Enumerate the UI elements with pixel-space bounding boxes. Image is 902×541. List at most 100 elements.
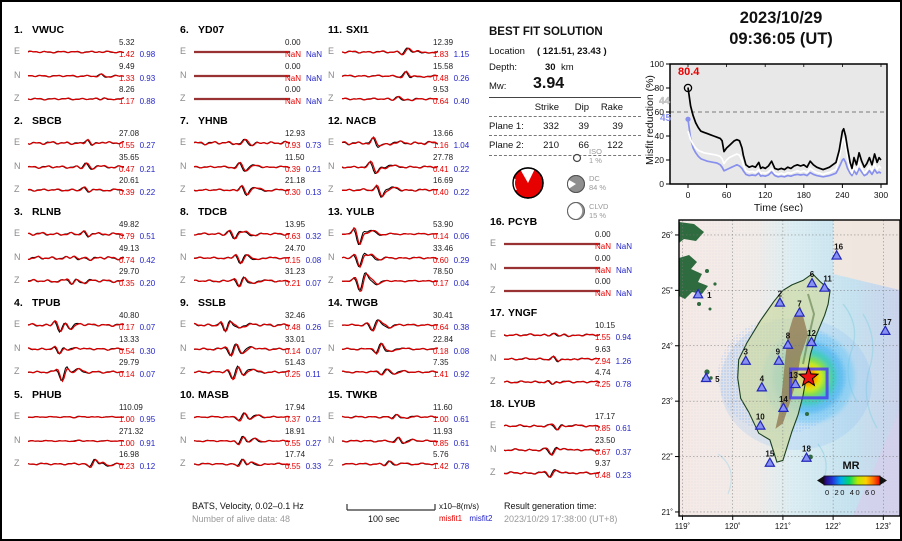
map-station-16: 16: [831, 242, 844, 260]
amplitude-value: 32.46: [285, 311, 306, 320]
channel-row-E: E 32.46 0.48 0.26: [178, 311, 342, 336]
station-number: 13.: [328, 206, 343, 218]
colorbar-label: MR: [842, 460, 859, 472]
station-block-PCYB: 16. PCYB E 0.00 NaN NaN N 0.00 NaN NaN Z 0.00 NaN NaN: [488, 216, 652, 306]
svg-text:11: 11: [823, 275, 832, 284]
svg-text:122˚: 122˚: [825, 522, 841, 531]
channel-values: 49.82 0.79 0.51: [119, 220, 176, 241]
channel-values: 17.94 0.37 0.21: [285, 403, 342, 424]
misfit1-value: NaN: [285, 97, 302, 106]
col-strike: Strike: [534, 102, 559, 113]
map-station-12: 12: [805, 329, 818, 347]
amplitude-value: 13.66: [433, 129, 454, 138]
channel-values: 49.13 0.74 0.42: [119, 244, 176, 265]
misfit1-value: 0.74: [119, 256, 135, 265]
station-title: 1. VWUC: [14, 24, 64, 36]
waveform-trace: [342, 184, 438, 199]
channel-values: 32.46 0.48 0.26: [285, 311, 342, 332]
svg-text:119˚: 119˚: [675, 522, 691, 531]
waveform-trace: [194, 138, 290, 147]
map-station-18: 18: [800, 445, 813, 462]
misfit1-value: 0.79: [119, 232, 135, 241]
amplitude-value: 16.98: [119, 450, 140, 459]
svg-text:22˚: 22˚: [661, 453, 673, 462]
channel-row-N: N 33.01 0.14 0.07: [178, 335, 342, 360]
channel-label: Z: [14, 458, 20, 468]
waveform-trace: [28, 255, 124, 262]
misfit1-value: 1.00: [433, 415, 449, 424]
plane1-dip: 39: [578, 121, 589, 132]
result-time-value: 2023/10/29 17:38:00 (UT+8): [504, 514, 618, 524]
channel-row-Z: Z 9.37 0.48 0.23: [488, 459, 652, 484]
channel-values: 13.33 0.54 0.30: [119, 335, 176, 356]
station-title: 15. TWKB: [328, 389, 378, 401]
event-time: 09:36:05 (UT): [729, 30, 833, 48]
waveform-trace: [342, 160, 438, 175]
misfit1-value: 2.94: [595, 357, 611, 366]
misfit2-value: 1.26: [615, 357, 632, 366]
misfit1-value: NaN: [595, 289, 612, 298]
channel-row-N: N 9.49 1.33 0.93: [12, 62, 176, 87]
channel-label: E: [490, 329, 497, 339]
amplitude-value: 15.58: [433, 62, 454, 71]
svg-text:12: 12: [807, 329, 816, 338]
waveform-trace: [504, 289, 600, 293]
misfit2-value: 0.37: [615, 448, 632, 457]
svg-text:6: 6: [810, 270, 815, 279]
channel-label: Z: [328, 366, 334, 376]
channel-values: 10.15 1.55 0.94: [595, 321, 652, 342]
svg-text:20: 20: [655, 155, 665, 165]
divider: [489, 97, 641, 98]
waveform-trace: [342, 272, 438, 292]
channel-label: Z: [180, 184, 186, 194]
amplitude-value: 0.00: [595, 277, 611, 286]
misfit1-value: 0.55: [119, 141, 135, 150]
station-number: 9.: [180, 297, 189, 309]
channel-values: 40.80 0.17 0.07: [119, 311, 176, 332]
channel-values: 51.43 0.25 0.11: [285, 358, 342, 379]
channel-row-E: E 17.94 0.37 0.21: [178, 403, 342, 428]
misfit1-value: NaN: [285, 50, 302, 59]
map-canvas: [679, 220, 900, 516]
channel-values: 11.50 0.39 0.21: [285, 153, 342, 174]
station-title: 17. YNGF: [490, 307, 537, 319]
channel-values: 0.00 NaN NaN: [595, 254, 652, 275]
channel-values: 12.93 0.93 0.73: [285, 129, 342, 150]
station-name: TDCB: [198, 206, 228, 218]
map-station-9: 9: [773, 348, 785, 365]
misfit2-value: 0.93: [139, 74, 156, 83]
channel-row-N: N 13.33 0.54 0.30: [12, 335, 176, 360]
station-number: 1.: [14, 24, 23, 36]
amplitude-value: 33.46: [433, 244, 454, 253]
channel-label: N: [180, 161, 187, 171]
misfit1-value: NaN: [285, 74, 302, 83]
station-block-YULB: 13. YULB E 53.90 0.14 0.06 N 33.46 0.60 0.29 Z 78.5…: [326, 206, 490, 296]
amplitude-value: 5.76: [433, 450, 449, 459]
channel-values: 5.76 1.42 0.78: [433, 450, 490, 471]
station-name: TWKB: [346, 389, 378, 401]
amplitude-value: 18.91: [285, 427, 306, 436]
waveform-trace: [342, 95, 438, 102]
waveform-trace: [194, 343, 290, 357]
waveform-trace: [28, 439, 124, 443]
station-block-TWGB: 14. TWGB E 30.41 0.64 0.38 N 22.84 0.18 0.08 Z 7.35…: [326, 297, 490, 387]
channel-row-N: N 271.32 1.00 0.91: [12, 427, 176, 452]
channel-row-N: N 11.93 0.85 0.61: [326, 427, 490, 452]
misfit1-value: 0.17: [433, 279, 449, 288]
channel-row-Z: Z 29.70 0.35 0.20: [12, 267, 176, 292]
channel-row-Z: Z 29.79 0.14 0.07: [12, 358, 176, 383]
channel-values: 0.00 NaN NaN: [285, 62, 342, 83]
misfit1-value: 1.00: [119, 415, 135, 424]
channel-label: N: [328, 70, 335, 80]
channel-values: 9.53 0.64 0.40: [433, 85, 490, 106]
map-station-15: 15: [764, 450, 776, 467]
amplitude-value: 10.15: [595, 321, 616, 330]
amplitude-value: 5.32: [119, 38, 135, 47]
channel-label: Z: [328, 275, 334, 285]
misfit2-value: 0.27: [305, 439, 322, 448]
misfit1-value: 0.64: [433, 97, 449, 106]
channel-row-Z: Z 31.23 0.21 0.07: [178, 267, 342, 292]
waveform-trace: [504, 355, 600, 363]
channel-row-E: E 10.15 1.55 0.94: [488, 321, 652, 346]
channel-values: 8.26 1.17 0.88: [119, 85, 176, 106]
